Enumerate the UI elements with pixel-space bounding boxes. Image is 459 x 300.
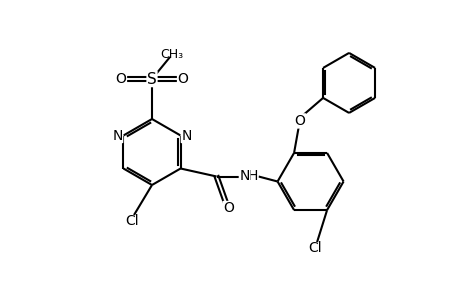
Text: N: N — [181, 128, 191, 142]
Text: O: O — [223, 202, 234, 215]
Text: CH₃: CH₃ — [160, 47, 183, 61]
Text: N: N — [112, 128, 123, 142]
Text: S: S — [147, 71, 157, 86]
Text: Cl: Cl — [308, 241, 321, 255]
Text: O: O — [177, 72, 188, 86]
Text: H: H — [247, 169, 257, 184]
Text: Cl: Cl — [125, 214, 139, 228]
Text: N: N — [239, 169, 249, 184]
Text: O: O — [294, 114, 305, 128]
Text: O: O — [115, 72, 126, 86]
